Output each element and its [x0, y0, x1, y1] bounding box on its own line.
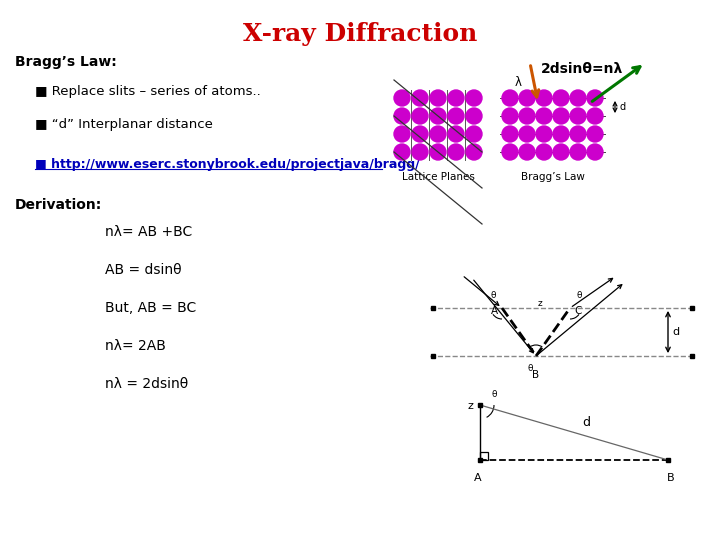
Text: C: C [575, 306, 582, 316]
Circle shape [570, 126, 586, 142]
Circle shape [536, 144, 552, 160]
Circle shape [394, 144, 410, 160]
Text: ■ “d” Interplanar distance: ■ “d” Interplanar distance [35, 118, 213, 131]
Text: X-ray Diffraction: X-ray Diffraction [243, 22, 477, 46]
Circle shape [502, 108, 518, 124]
Text: θ: θ [491, 390, 497, 399]
Circle shape [587, 90, 603, 106]
Text: Lattice Planes: Lattice Planes [402, 172, 474, 182]
Circle shape [553, 90, 569, 106]
Text: ■ Replace slits – series of atoms..: ■ Replace slits – series of atoms.. [35, 85, 261, 98]
Text: z: z [467, 401, 473, 411]
Bar [690, 354, 694, 358]
Circle shape [536, 108, 552, 124]
Circle shape [466, 108, 482, 124]
Circle shape [394, 90, 410, 106]
Circle shape [448, 126, 464, 142]
Circle shape [519, 144, 535, 160]
Circle shape [412, 90, 428, 106]
Text: A: A [474, 473, 482, 483]
Circle shape [536, 90, 552, 106]
Circle shape [536, 126, 552, 142]
Bar [431, 306, 435, 310]
Text: Derivation:: Derivation: [15, 198, 102, 212]
Circle shape [570, 144, 586, 160]
Circle shape [502, 144, 518, 160]
Circle shape [394, 108, 410, 124]
Circle shape [570, 108, 586, 124]
Text: ■ http://www.eserc.stonybrook.edu/projectjava/bragg/: ■ http://www.eserc.stonybrook.edu/projec… [35, 158, 420, 171]
Circle shape [519, 90, 535, 106]
Bar [690, 306, 694, 310]
Text: Bragg’s Law: Bragg’s Law [521, 172, 585, 182]
Bar [478, 458, 482, 462]
Bar [431, 354, 435, 358]
Circle shape [466, 90, 482, 106]
Text: But, AB = BC: But, AB = BC [105, 301, 197, 315]
Text: λ: λ [515, 77, 521, 90]
Circle shape [553, 108, 569, 124]
Text: B: B [667, 473, 675, 483]
Circle shape [430, 108, 446, 124]
Circle shape [430, 144, 446, 160]
Text: z: z [538, 299, 543, 307]
Circle shape [587, 126, 603, 142]
Text: A: A [490, 306, 498, 316]
Circle shape [466, 126, 482, 142]
Circle shape [502, 90, 518, 106]
Circle shape [553, 126, 569, 142]
Text: Bragg’s Law:: Bragg’s Law: [15, 55, 117, 69]
Text: nλ= 2AB: nλ= 2AB [105, 339, 166, 353]
Circle shape [466, 144, 482, 160]
Bar [478, 403, 482, 407]
Circle shape [570, 90, 586, 106]
Text: nλ = 2dsinθ: nλ = 2dsinθ [105, 377, 188, 391]
Circle shape [412, 108, 428, 124]
Circle shape [587, 108, 603, 124]
Circle shape [502, 126, 518, 142]
Circle shape [430, 90, 446, 106]
Text: d: d [672, 327, 679, 337]
Circle shape [430, 126, 446, 142]
Circle shape [412, 126, 428, 142]
Circle shape [412, 144, 428, 160]
Bar [666, 458, 670, 462]
Circle shape [448, 108, 464, 124]
Circle shape [519, 126, 535, 142]
Text: nλ= AB +BC: nλ= AB +BC [105, 225, 192, 239]
Circle shape [587, 144, 603, 160]
Text: θ: θ [527, 364, 533, 373]
Bar [480, 452, 488, 460]
Text: d: d [619, 102, 625, 112]
Text: 2dsinθ=nλ: 2dsinθ=nλ [541, 62, 624, 76]
Text: AB = dsinθ: AB = dsinθ [105, 263, 181, 277]
Text: θ: θ [490, 291, 496, 300]
Text: B: B [532, 370, 539, 380]
Circle shape [519, 108, 535, 124]
Circle shape [394, 126, 410, 142]
Circle shape [553, 144, 569, 160]
Text: θ: θ [576, 291, 582, 300]
Circle shape [448, 144, 464, 160]
Circle shape [448, 90, 464, 106]
Text: d: d [582, 416, 590, 429]
